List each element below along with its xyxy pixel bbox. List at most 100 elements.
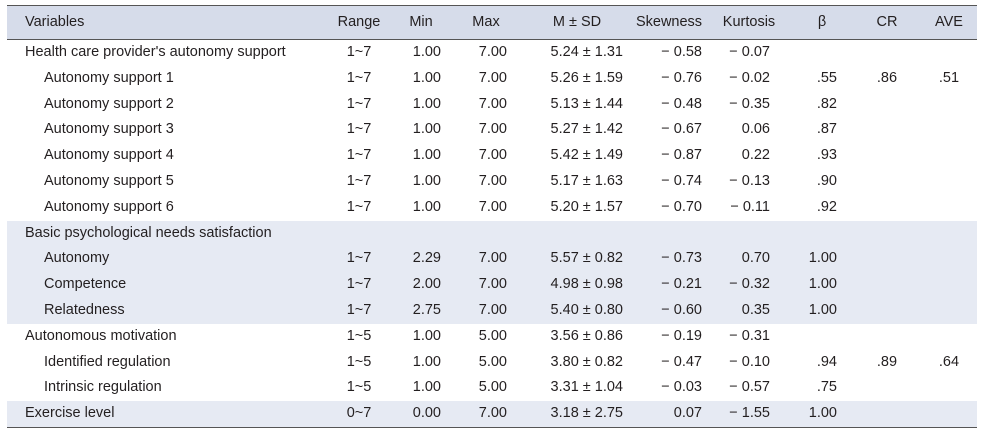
row-cr: .86 (876, 69, 898, 86)
row-variable-label: Autonomy (44, 250, 110, 267)
header-beta: β (817, 14, 827, 30)
row-mean-sd: 3.31 ± 1.04 (550, 379, 623, 396)
row-variable-label: Autonomous motivation (25, 327, 177, 344)
row-kurtosis: − 0.57 (729, 379, 770, 396)
row-range: 1~5 (346, 379, 372, 396)
row-skewness: − 0.48 (661, 95, 702, 112)
row-max: 7.00 (478, 276, 507, 293)
row-range: 1~7 (346, 44, 372, 60)
row-mean-sd: 5.17 ± 1.63 (550, 172, 623, 189)
row-skewness: − 0.73 (661, 250, 702, 267)
table-row: Autonomy support 5 1~7 1.00 7.00 5.17 ± 1.63… (7, 169, 977, 195)
header-mean-sd: M ± SD (552, 14, 602, 30)
table-row: Relatedness 1~7 2.75 7.00 5.40 ± 0.80 − 0.60 0… (7, 297, 977, 324)
row-range: 1~7 (346, 147, 372, 164)
row-mean-sd: 5.24 ± 1.31 (550, 44, 623, 60)
table-row: Basic psychological needs satisfaction (7, 220, 977, 247)
row-max: 7.00 (478, 44, 507, 60)
row-max: 7.00 (478, 172, 507, 189)
table-row: Autonomy support 6 1~7 1.00 7.00 5.20 ± 1.57… (7, 195, 977, 221)
row-mean-sd: 5.20 ± 1.57 (550, 198, 623, 215)
row-beta: .55 (816, 69, 837, 86)
row-min: 1.00 (412, 44, 441, 60)
row-beta: .92 (816, 198, 837, 215)
row-kurtosis: − 0.31 (729, 327, 770, 344)
header-variables: Variables (25, 14, 85, 30)
table-row: Autonomy support 2 1~7 1.00 7.00 5.13 ± 1.44… (7, 92, 977, 118)
row-skewness: − 0.58 (661, 44, 702, 60)
row-kurtosis: 0.70 (741, 250, 770, 267)
row-max: 5.00 (478, 353, 507, 370)
table-row: Autonomy support 4 1~7 1.00 7.00 5.42 ± 1.49… (7, 143, 977, 169)
row-kurtosis: − 0.35 (729, 95, 770, 112)
row-max: 7.00 (478, 250, 507, 267)
row-kurtosis: 0.06 (741, 121, 770, 138)
row-range: 1~7 (346, 69, 372, 86)
row-min: 1.00 (412, 198, 441, 215)
header-cr: CR (876, 14, 898, 30)
row-min: 1.00 (412, 353, 441, 370)
table-body: Health care provider's autonomy support 1… (7, 40, 977, 428)
row-variable-label: Relatedness (44, 301, 125, 318)
header-ave: AVE (935, 14, 963, 30)
row-beta: 1.00 (808, 301, 837, 318)
row-range: 1~7 (346, 121, 372, 138)
row-skewness: − 0.03 (661, 379, 702, 396)
row-kurtosis: − 0.11 (730, 198, 770, 215)
row-max: 5.00 (478, 327, 507, 344)
header-range: Range (337, 14, 381, 30)
row-ave: .64 (938, 353, 960, 370)
header-skewness: Skewness (635, 14, 703, 30)
table-header-row: Variables Range Min Max M ± SD Skewness … (7, 5, 977, 40)
row-min: 1.00 (412, 121, 441, 138)
table-row: Identified regulation 1~5 1.00 5.00 3.80 ± 0… (7, 350, 977, 376)
row-range: 1~7 (346, 172, 372, 189)
header-max: Max (472, 14, 500, 30)
row-kurtosis: − 0.02 (729, 69, 770, 86)
header-kurtosis: Kurtosis (722, 14, 776, 30)
row-variable-label: Intrinsic regulation (44, 379, 162, 396)
row-kurtosis: − 0.07 (729, 44, 770, 60)
row-variable-label: Basic psychological needs satisfaction (25, 224, 272, 241)
row-max: 7.00 (478, 405, 507, 422)
row-mean-sd: 5.13 ± 1.44 (550, 95, 623, 112)
table-row: Intrinsic regulation 1~5 1.00 5.00 3.31 ± 1.… (7, 375, 977, 401)
row-skewness: − 0.70 (661, 198, 702, 215)
row-kurtosis: 0.22 (741, 147, 770, 164)
row-range: 1~5 (346, 353, 372, 370)
row-variable-label: Health care provider's autonomy support (25, 44, 286, 60)
row-variable-label: Autonomy support 1 (44, 69, 174, 86)
row-ave: .51 (938, 69, 960, 86)
row-range: 1~7 (346, 95, 372, 112)
row-beta: .90 (816, 172, 837, 189)
row-min: 0.00 (412, 405, 441, 422)
row-variable-label: Autonomy support 6 (44, 198, 174, 215)
row-max: 7.00 (478, 301, 507, 318)
row-min: 2.00 (412, 276, 441, 293)
row-min: 1.00 (412, 172, 441, 189)
row-mean-sd: 3.56 ± 0.86 (550, 327, 623, 344)
row-variable-label: Exercise level (25, 405, 115, 422)
descriptive-statistics-table: Variables Range Min Max M ± SD Skewness … (7, 5, 977, 428)
row-variable-label: Autonomy support 2 (44, 95, 174, 112)
row-max: 7.00 (478, 121, 507, 138)
row-cr: .89 (876, 353, 898, 370)
row-mean-sd: 5.40 ± 0.80 (550, 301, 623, 318)
row-min: 1.00 (412, 379, 441, 396)
row-mean-sd: 5.27 ± 1.42 (550, 121, 623, 138)
row-variable-label: Autonomy support 4 (44, 147, 174, 164)
table-row: Exercise level 0~7 0.00 7.00 3.18 ± 2.75 0.07… (7, 401, 977, 428)
row-beta: 1.00 (808, 405, 837, 422)
row-kurtosis: − 1.55 (729, 405, 770, 422)
row-beta: 1.00 (808, 276, 837, 293)
table-row: Health care provider's autonomy support 1… (7, 40, 977, 66)
row-beta: .75 (816, 379, 837, 396)
row-skewness: − 0.19 (661, 327, 702, 344)
row-beta: .87 (816, 121, 837, 138)
row-max: 7.00 (478, 198, 507, 215)
row-mean-sd: 5.57 ± 0.82 (550, 250, 623, 267)
row-max: 7.00 (478, 95, 507, 112)
row-beta: .94 (816, 353, 837, 370)
row-beta: 1.00 (808, 250, 837, 267)
row-skewness: − 0.76 (661, 69, 702, 86)
